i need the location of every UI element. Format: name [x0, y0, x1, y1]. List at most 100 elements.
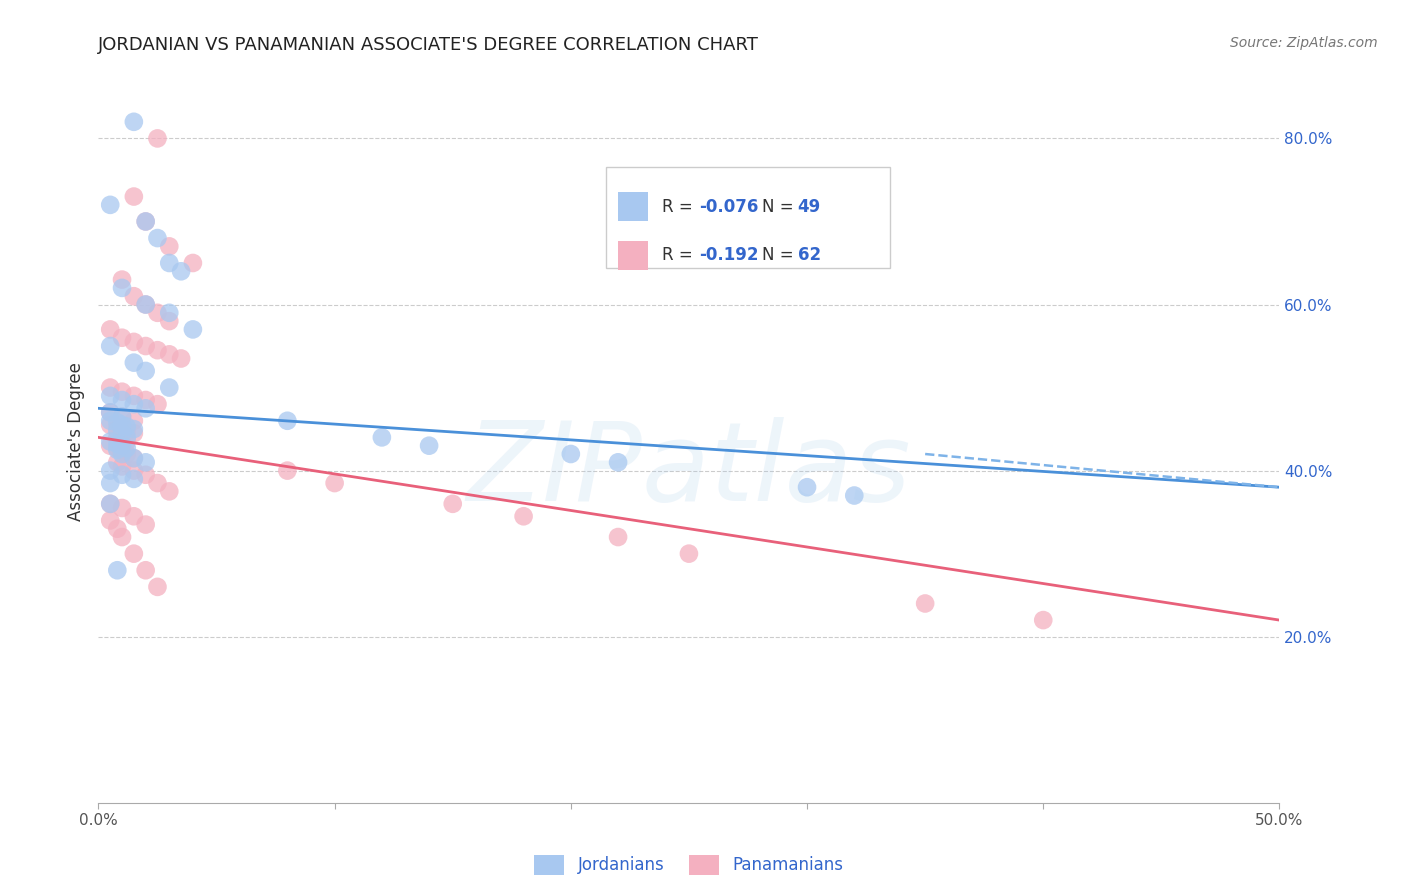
Point [111, 467, 134, 482]
Point [111, 433, 134, 447]
Y-axis label: Associate's Degree: Associate's Degree [67, 362, 86, 521]
Point [157, 484, 180, 499]
Point [105, 416, 128, 430]
Point [98, 439, 121, 453]
Point [98, 414, 121, 428]
Point [607, 455, 630, 469]
Text: R =: R = [662, 246, 697, 264]
Point [111, 281, 134, 295]
Point [844, 489, 866, 503]
Point [111, 530, 134, 544]
Point [678, 547, 700, 561]
Point [111, 409, 134, 424]
Point [146, 231, 169, 245]
Point [170, 351, 193, 366]
Text: Source: ZipAtlas.com: Source: ZipAtlas.com [1230, 36, 1378, 50]
Point [122, 414, 145, 428]
Point [111, 442, 134, 457]
Point [105, 437, 128, 451]
Point [98, 513, 121, 527]
Point [105, 522, 128, 536]
Point [181, 256, 204, 270]
Text: JORDANIAN VS PANAMANIAN ASSOCIATE'S DEGREE CORRELATION CHART: JORDANIAN VS PANAMANIAN ASSOCIATE'S DEGR… [98, 36, 759, 54]
Point [122, 426, 145, 441]
Text: 49: 49 [797, 198, 821, 216]
Point [122, 509, 145, 524]
Point [98, 322, 121, 336]
Point [146, 343, 169, 358]
Text: -0.192: -0.192 [700, 246, 759, 264]
Text: -0.076: -0.076 [700, 198, 759, 216]
Point [122, 464, 145, 478]
Point [115, 430, 138, 444]
Point [98, 198, 121, 212]
Point [98, 497, 121, 511]
Point [146, 131, 169, 145]
Point [135, 455, 157, 469]
Point [98, 339, 121, 353]
Point [111, 500, 134, 515]
Point [607, 530, 630, 544]
Point [115, 425, 138, 439]
Point [135, 392, 157, 407]
Text: N =: N = [762, 198, 799, 216]
Point [98, 464, 121, 478]
Point [122, 451, 145, 466]
Point [111, 447, 134, 461]
Point [105, 424, 128, 438]
Point [914, 597, 936, 611]
Point [122, 451, 145, 466]
FancyBboxPatch shape [619, 193, 648, 221]
Point [371, 430, 394, 444]
Point [323, 476, 346, 491]
FancyBboxPatch shape [606, 167, 890, 268]
Point [1032, 613, 1054, 627]
Text: N =: N = [762, 246, 799, 264]
FancyBboxPatch shape [619, 241, 648, 269]
Point [122, 289, 145, 303]
Point [135, 563, 157, 577]
Point [441, 497, 464, 511]
Point [111, 409, 134, 424]
Point [98, 476, 121, 491]
Point [111, 426, 134, 441]
Point [135, 297, 157, 311]
Point [146, 397, 169, 411]
Point [418, 439, 440, 453]
Point [135, 339, 157, 353]
Point [157, 314, 180, 328]
Point [111, 331, 134, 345]
Point [105, 563, 128, 577]
Legend: Jordanians, Panamanians: Jordanians, Panamanians [527, 848, 851, 881]
Point [111, 272, 134, 286]
Point [796, 480, 818, 494]
Point [98, 417, 121, 432]
Point [135, 214, 157, 228]
Point [115, 447, 138, 461]
Point [157, 256, 180, 270]
Point [122, 547, 145, 561]
Point [146, 580, 169, 594]
Point [98, 497, 121, 511]
Point [111, 392, 134, 407]
Point [157, 347, 180, 361]
Point [98, 434, 121, 449]
Point [276, 414, 298, 428]
Point [157, 306, 180, 320]
Point [157, 239, 180, 253]
Point [115, 434, 138, 449]
Point [170, 264, 193, 278]
Point [135, 297, 157, 311]
Point [122, 422, 145, 436]
Point [135, 214, 157, 228]
Point [560, 447, 582, 461]
Point [122, 334, 145, 349]
Point [135, 467, 157, 482]
Point [115, 441, 138, 455]
Point [111, 422, 134, 436]
Point [105, 430, 128, 444]
Point [146, 476, 169, 491]
Point [111, 459, 134, 474]
Point [111, 439, 134, 453]
Point [98, 405, 121, 419]
